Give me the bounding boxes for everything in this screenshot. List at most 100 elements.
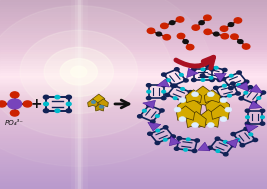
Bar	[0, 144, 267, 146]
Circle shape	[161, 84, 166, 87]
Circle shape	[172, 84, 177, 87]
Bar	[0, 165, 267, 168]
Circle shape	[8, 99, 22, 109]
Circle shape	[225, 107, 232, 112]
Circle shape	[253, 138, 258, 142]
Circle shape	[222, 84, 226, 87]
Circle shape	[66, 109, 72, 113]
Circle shape	[163, 126, 168, 129]
Circle shape	[186, 138, 190, 141]
Bar	[0, 0, 267, 2]
Bar	[0, 9, 267, 12]
Polygon shape	[249, 84, 262, 93]
Bar	[0, 71, 267, 73]
Bar	[0, 5, 267, 7]
Circle shape	[55, 95, 60, 99]
Polygon shape	[204, 90, 220, 103]
Polygon shape	[187, 68, 198, 78]
Circle shape	[219, 96, 223, 99]
Bar	[0, 69, 267, 71]
Circle shape	[184, 79, 188, 82]
Circle shape	[231, 34, 238, 39]
Circle shape	[156, 129, 160, 132]
Circle shape	[231, 132, 235, 136]
Circle shape	[204, 15, 211, 20]
Circle shape	[210, 68, 214, 71]
Bar	[0, 99, 267, 102]
Circle shape	[44, 47, 113, 96]
Bar	[0, 182, 267, 184]
Bar	[0, 139, 267, 142]
Circle shape	[201, 68, 205, 71]
Circle shape	[192, 25, 199, 30]
Circle shape	[179, 98, 186, 103]
Bar	[0, 54, 267, 57]
Bar	[0, 104, 267, 106]
Bar	[0, 187, 267, 189]
Circle shape	[181, 88, 184, 90]
Polygon shape	[211, 105, 229, 119]
Circle shape	[177, 137, 182, 140]
Bar	[0, 80, 267, 83]
Bar	[0, 59, 267, 61]
Circle shape	[244, 91, 248, 94]
Circle shape	[148, 132, 152, 135]
Circle shape	[237, 84, 241, 86]
Circle shape	[216, 150, 220, 152]
Circle shape	[146, 84, 151, 87]
Circle shape	[92, 101, 95, 103]
Circle shape	[249, 133, 253, 136]
Circle shape	[10, 92, 19, 98]
Bar	[0, 45, 267, 47]
Circle shape	[260, 109, 265, 112]
Bar	[0, 121, 267, 123]
Circle shape	[171, 84, 175, 87]
Bar	[0, 76, 267, 78]
Circle shape	[244, 127, 249, 130]
Circle shape	[183, 40, 188, 43]
Polygon shape	[98, 99, 108, 107]
Bar	[0, 19, 267, 21]
Circle shape	[231, 82, 235, 85]
Bar	[0, 113, 267, 116]
Bar	[0, 125, 267, 128]
Circle shape	[228, 94, 231, 97]
Circle shape	[0, 6, 172, 138]
Polygon shape	[237, 82, 249, 91]
Circle shape	[163, 35, 170, 40]
Bar	[0, 94, 267, 97]
Bar	[0, 40, 267, 43]
Bar	[0, 33, 267, 36]
Bar	[0, 87, 267, 90]
Circle shape	[248, 86, 253, 89]
Circle shape	[184, 149, 187, 151]
Circle shape	[223, 141, 227, 143]
Bar	[0, 90, 267, 92]
Circle shape	[217, 78, 222, 81]
Bar	[0, 163, 267, 165]
Circle shape	[245, 122, 250, 125]
Circle shape	[192, 122, 199, 127]
Bar	[0, 17, 267, 19]
Circle shape	[0, 0, 212, 166]
Bar	[0, 31, 267, 33]
Circle shape	[231, 143, 235, 147]
Bar	[0, 28, 267, 31]
Circle shape	[170, 21, 175, 25]
Text: +: +	[30, 97, 42, 111]
Circle shape	[165, 93, 170, 97]
Circle shape	[174, 107, 181, 112]
Bar	[0, 109, 267, 111]
Bar	[0, 50, 267, 52]
Circle shape	[147, 104, 151, 107]
Circle shape	[162, 73, 166, 76]
Circle shape	[236, 92, 240, 95]
Polygon shape	[189, 86, 217, 108]
Circle shape	[177, 33, 185, 39]
Circle shape	[260, 122, 265, 125]
Polygon shape	[214, 74, 226, 82]
Circle shape	[220, 26, 228, 31]
Circle shape	[214, 67, 218, 69]
Circle shape	[147, 28, 155, 33]
Polygon shape	[156, 79, 170, 87]
